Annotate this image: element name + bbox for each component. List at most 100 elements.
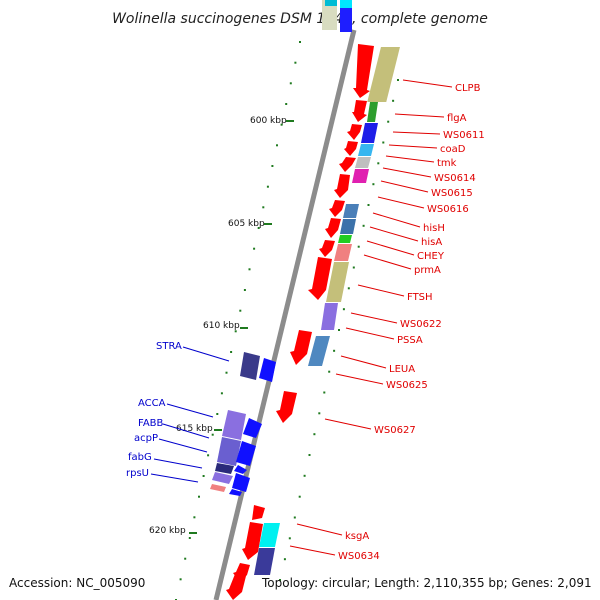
label-connector	[357, 284, 405, 297]
label-connector	[158, 438, 208, 453]
scale-labels: 600 kbp 605 kbp 610 kbp 615 kbp 620 kbp	[149, 116, 287, 536]
scale-tick	[266, 185, 269, 188]
scale-tick	[230, 351, 233, 353]
top-partial-features	[322, 0, 352, 32]
gene-arrow	[252, 505, 265, 520]
label-connector	[385, 155, 435, 163]
label-connector	[296, 523, 343, 536]
gene-arrow	[344, 141, 358, 156]
feature-box-ws0622	[321, 303, 338, 330]
scale-tick	[313, 433, 316, 436]
gene-arrow	[259, 358, 276, 382]
gene-label-ws0614: WS0614	[434, 173, 476, 184]
scale-tick	[179, 578, 182, 581]
gene-label-clpb: CLPB	[455, 83, 481, 94]
label-connector	[335, 373, 384, 385]
scale-tick	[333, 349, 336, 352]
scale-label-610: 610 kbp	[203, 321, 240, 331]
scale-tick	[198, 495, 200, 498]
gene-label-tmk: tmk	[437, 158, 457, 169]
gene-label-ws0615: WS0615	[431, 188, 473, 199]
scale-tick	[328, 370, 331, 373]
scale-tick	[372, 183, 375, 186]
gene-label-fabb: FABB	[138, 418, 164, 429]
scale-tick-major	[286, 120, 294, 122]
scale-label-620: 620 kbp	[149, 526, 186, 536]
gene-arrow	[319, 240, 335, 257]
scale-tick-major	[264, 223, 272, 225]
feature-box-ws0614	[352, 169, 369, 183]
forward-gene-arrows	[226, 44, 400, 600]
scale-tick	[342, 308, 345, 311]
scale-tick	[193, 516, 196, 519]
accession-label: Accession: NC_005090	[9, 576, 145, 590]
scale-tick	[243, 289, 246, 291]
scale-tick	[293, 516, 296, 519]
feature-box-coad	[358, 144, 374, 156]
scale-ticks	[175, 41, 399, 600]
feature-box-stra	[240, 352, 260, 380]
label-connector	[382, 167, 432, 178]
gene-label-acpp: acpP	[134, 433, 158, 444]
label-connector	[150, 473, 199, 483]
gene-arrow	[242, 522, 263, 560]
scale-tick	[184, 557, 187, 560]
gene-arrow	[290, 330, 312, 365]
feature-box-acca	[222, 410, 246, 440]
gene-arrow	[232, 473, 250, 492]
gene-arrow	[243, 418, 262, 438]
gene-label-coad: coaD	[440, 144, 466, 155]
scale-tick	[387, 120, 390, 123]
label-connector	[340, 355, 387, 369]
label-connector	[372, 212, 421, 228]
partial-feature-top-b	[325, 0, 337, 6]
scale-tick	[294, 61, 297, 64]
gene-label-hisa: hisA	[421, 237, 442, 248]
gene-label-fabg: fabG	[128, 452, 152, 463]
gene-arrow	[329, 200, 345, 217]
gene-arrow	[334, 174, 350, 198]
label-connector	[162, 423, 210, 439]
feature-box-flga	[367, 102, 378, 122]
gene-arrow	[339, 157, 356, 172]
scale-tick	[357, 245, 360, 248]
gene-arrow	[236, 441, 256, 466]
gene-label-pssa: PSSA	[397, 335, 423, 346]
scale-tick	[207, 454, 210, 457]
scale-tick	[248, 268, 251, 271]
scale-tick	[377, 162, 380, 165]
scale-tick	[280, 123, 283, 126]
scale-tick	[283, 558, 286, 561]
feature-boxes	[254, 102, 378, 575]
feature-box-hisa	[340, 219, 356, 234]
gene-label-rpsu: rpsU	[126, 468, 149, 479]
feature-box-hish	[343, 204, 359, 218]
gene-arrow	[347, 124, 362, 140]
scale-tick-major	[189, 532, 197, 534]
reverse-gene-labels: STRA ACCA FABB acpP fabG rpsU	[126, 341, 230, 483]
gene-label-ws0622: WS0622	[400, 319, 442, 330]
scale-tick	[188, 537, 191, 539]
scale-tick	[347, 287, 350, 290]
scale-tick-major	[214, 429, 222, 431]
scale-tick	[303, 474, 306, 477]
gene-label-flga: flgA	[447, 113, 467, 124]
scale-tick	[220, 392, 223, 395]
gene-label-leua: LEUA	[389, 364, 415, 375]
label-connector	[363, 254, 412, 270]
scale-tick	[288, 537, 291, 540]
scale-tick	[216, 413, 219, 415]
gene-label-chey: CHEY	[417, 251, 445, 262]
scale-tick	[318, 412, 321, 415]
feature-box-fabb	[217, 437, 241, 466]
gene-arrow	[276, 391, 297, 423]
label-connector	[402, 79, 453, 88]
scale-tick	[253, 247, 256, 250]
scale-tick	[285, 103, 288, 105]
gene-arrow	[308, 257, 332, 300]
label-connector	[392, 131, 441, 135]
scale-tick	[298, 495, 301, 498]
gene-arrow	[229, 489, 242, 496]
scale-tick	[392, 99, 395, 102]
